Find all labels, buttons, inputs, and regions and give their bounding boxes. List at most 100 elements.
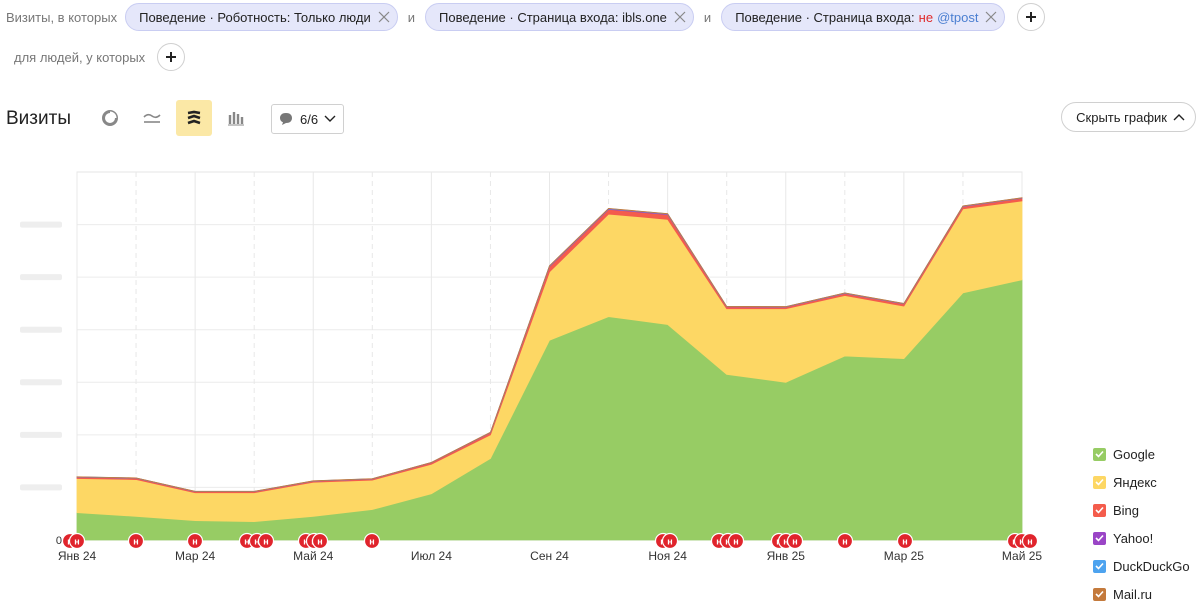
pie-chart-icon [102, 110, 118, 126]
annotation-marker[interactable]: н [727, 532, 745, 550]
stacked-area-chart: 0 Янв 24 Мар 24 Май 24 Июл 24 Сен 24 Ноя 24 Янв… [20, 171, 1043, 563]
filter-negation: не [918, 9, 934, 25]
checkbox-icon[interactable] [1093, 475, 1106, 489]
x-tick-label: Ноя 24 [648, 549, 687, 563]
svg-text:н: н [254, 537, 259, 547]
people-filter-row: для людей, у которых [14, 43, 186, 71]
annotation-marker[interactable]: н [786, 532, 804, 550]
annotation-marker[interactable]: н [363, 532, 381, 550]
legend-label: Mail.ru [1113, 586, 1153, 602]
y-tick-placeholder [20, 221, 62, 228]
checkbox-icon[interactable] [1093, 559, 1106, 573]
svg-text:н: н [842, 537, 847, 547]
y-tick-placeholder [20, 274, 62, 281]
annotations-dropdown[interactable]: 6/6 [271, 104, 344, 134]
checkbox-icon[interactable] [1093, 531, 1106, 545]
svg-text:н: н [369, 537, 374, 547]
legend-item[interactable]: DuckDuckGo [1093, 552, 1190, 580]
annotation-marker[interactable]: н [68, 532, 86, 550]
annotation-marker[interactable]: н [836, 532, 854, 550]
y-tick-placeholder [20, 431, 62, 438]
legend-label: DuckDuckGo [1113, 558, 1190, 574]
y-tick-placeholder [20, 379, 62, 386]
annotation-marker[interactable]: н [896, 532, 914, 550]
chart-toolbar: Визиты 6/6 Скрыть график [6, 100, 1196, 136]
x-tick-label: Май 25 [1002, 549, 1043, 563]
line-chart-icon [143, 113, 161, 123]
series-area-mail-ru [76, 197, 1023, 492]
legend-item[interactable]: Mail.ru [1093, 580, 1190, 608]
annotation-marker[interactable]: н [127, 532, 145, 550]
svg-text:н: н [667, 537, 672, 547]
annotation-marker[interactable]: н [311, 532, 329, 550]
svg-text:н: н [244, 537, 249, 547]
svg-text:н: н [263, 537, 268, 547]
legend-label: Google [1113, 446, 1155, 462]
hide-chart-button[interactable]: Скрыть график [1061, 102, 1196, 132]
add-visit-filter-button[interactable] [1017, 3, 1046, 31]
legend-item[interactable]: Bing [1093, 496, 1190, 524]
x-tick-label: Мар 25 [884, 549, 924, 563]
checkbox-icon[interactable] [1093, 447, 1106, 461]
visits-chart: 0 Янв 24 Мар 24 Май 24 Июл 24 Сен 24 Ноя 24 Янв… [0, 150, 1200, 602]
annotation-marker[interactable]: н [186, 532, 204, 550]
hide-chart-label: Скрыть график [1076, 109, 1167, 125]
legend-label: Bing [1113, 502, 1140, 518]
legend-label: Yahoo! [1113, 530, 1154, 546]
conjunction-label: и [407, 9, 416, 25]
annotation-marker[interactable]: н [257, 532, 275, 550]
svg-text:н: н [74, 537, 79, 547]
svg-text:н: н [733, 537, 738, 547]
close-icon[interactable] [673, 10, 687, 24]
annotation-marker[interactable]: н [1021, 532, 1039, 550]
bar-chart-icon [228, 112, 244, 126]
x-tick-label: Сен 24 [530, 549, 569, 563]
chevron-down-icon [324, 115, 336, 122]
svg-text:н: н [792, 537, 797, 547]
people-filter-label: для людей, у которых [14, 49, 146, 65]
filter-chip-entry-page[interactable]: Поведение · Страница входа: ibls.one [425, 3, 694, 31]
stacked-area-button[interactable] [176, 100, 212, 136]
legend-item[interactable]: Яндекс [1093, 468, 1190, 496]
x-tick-label: Янв 25 [767, 549, 806, 563]
x-tick-label: Май 24 [293, 549, 334, 563]
chevron-up-icon [1173, 114, 1185, 121]
speech-bubble-icon [280, 113, 292, 125]
line-chart-button[interactable] [134, 100, 170, 136]
legend-item[interactable]: Yahoo! [1093, 524, 1190, 552]
close-icon[interactable] [984, 10, 998, 24]
conjunction-label: и [703, 9, 712, 25]
y-tick-label: 0 [56, 535, 62, 547]
annotations-count: 6/6 [300, 111, 319, 127]
y-tick-placeholder [20, 484, 62, 491]
filter-chip-text: Поведение · Роботность: Только люди [139, 9, 371, 25]
visits-filter-label: Визиты, в которых [6, 9, 118, 25]
plus-icon [1026, 12, 1037, 22]
legend-item[interactable]: Google [1093, 440, 1190, 468]
chart-legend: Google Яндекс Bing Yahoo! DuckDuckGo Mail.ru [1093, 440, 1190, 608]
plus-icon [166, 52, 177, 62]
bar-chart-button[interactable] [218, 100, 254, 136]
svg-text:н: н [133, 537, 138, 547]
annotation-marker[interactable]: н [661, 532, 679, 550]
chart-title: Визиты [6, 108, 71, 129]
filter-chip-robotness[interactable]: Поведение · Роботность: Только люди [125, 3, 398, 31]
svg-text:н: н [783, 537, 788, 547]
svg-text:н: н [317, 537, 322, 547]
checkbox-icon[interactable] [1093, 587, 1106, 601]
svg-text:н: н [1027, 537, 1032, 547]
checkbox-icon[interactable] [1093, 503, 1106, 517]
x-tick-label: Янв 24 [58, 549, 97, 563]
add-people-filter-button[interactable] [157, 43, 186, 71]
svg-text:н: н [716, 537, 721, 547]
filter-value: @tpost [937, 9, 979, 25]
close-icon[interactable] [377, 10, 391, 24]
visit-filter-row: Визиты, в которых Поведение · Роботность… [6, 3, 1046, 31]
stacked-area-icon [187, 110, 201, 125]
filter-chip-entry-page-not[interactable]: Поведение · Страница входа: не @tpost [721, 3, 1006, 31]
filter-chip-text: Поведение · Страница входа: [735, 9, 915, 25]
svg-text:н: н [192, 537, 197, 547]
x-tick-label: Мар 24 [175, 549, 215, 563]
x-tick-label: Июл 24 [411, 549, 452, 563]
pie-chart-button[interactable] [92, 100, 128, 136]
